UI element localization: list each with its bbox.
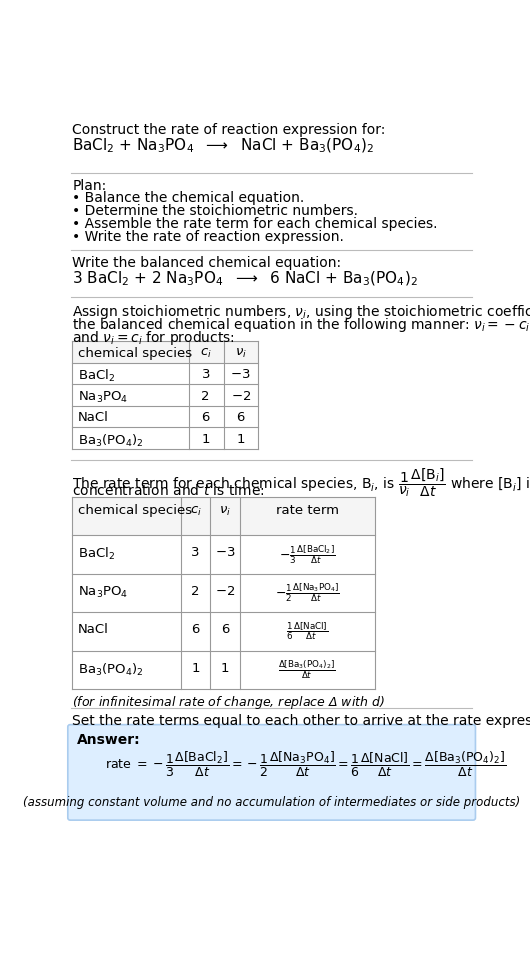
- Text: $c_i$: $c_i$: [190, 505, 201, 517]
- Text: concentration and $t$ is time:: concentration and $t$ is time:: [73, 483, 265, 498]
- Bar: [73, 497, 375, 535]
- Text: Write the balanced chemical equation:: Write the balanced chemical equation:: [73, 256, 341, 269]
- Text: NaCl: NaCl: [78, 623, 109, 636]
- Text: 2: 2: [191, 585, 200, 597]
- Text: 3 BaCl$_2$ + 2 Na$_3$PO$_4$  $\longrightarrow$  6 NaCl + Ba$_3$(PO$_4$)$_2$: 3 BaCl$_2$ + 2 Na$_3$PO$_4$ $\longrighta…: [73, 269, 418, 288]
- Text: Plan:: Plan:: [73, 179, 107, 192]
- Text: The rate term for each chemical species, B$_i$, is $\dfrac{1}{\nu_i}\dfrac{\Delt: The rate term for each chemical species,…: [73, 466, 530, 499]
- Text: rate term: rate term: [276, 505, 339, 517]
- Text: 6: 6: [221, 623, 229, 636]
- FancyBboxPatch shape: [68, 724, 475, 820]
- Text: $\nu_i$: $\nu_i$: [235, 346, 246, 360]
- Text: $\frac{1}{6}\frac{\Delta[\mathrm{NaCl}]}{\Delta t}$: $\frac{1}{6}\frac{\Delta[\mathrm{NaCl}]}…: [286, 620, 329, 642]
- Bar: [73, 342, 259, 363]
- Text: $-\frac{1}{2}\frac{\Delta[\mathrm{Na_3PO_4}]}{\Delta t}$: $-\frac{1}{2}\frac{\Delta[\mathrm{Na_3PO…: [275, 582, 340, 604]
- Text: NaCl: NaCl: [78, 411, 109, 425]
- Text: Ba$_3$(PO$_4$)$_2$: Ba$_3$(PO$_4$)$_2$: [78, 432, 144, 449]
- Text: 6: 6: [201, 411, 210, 425]
- Text: $-2$: $-2$: [231, 389, 251, 403]
- Text: $-\frac{1}{3}\frac{\Delta[\mathrm{BaCl_2}]}{\Delta t}$: $-\frac{1}{3}\frac{\Delta[\mathrm{BaCl_2…: [279, 543, 335, 566]
- Text: $-2$: $-2$: [215, 585, 235, 597]
- Text: $c_i$: $c_i$: [200, 346, 211, 360]
- Text: BaCl$_2$: BaCl$_2$: [78, 546, 115, 562]
- Text: 3: 3: [191, 546, 200, 559]
- Text: 1: 1: [236, 432, 245, 446]
- Text: Na$_3$PO$_4$: Na$_3$PO$_4$: [78, 585, 128, 599]
- Text: $-3$: $-3$: [231, 368, 251, 382]
- Text: chemical species: chemical species: [78, 505, 192, 517]
- Text: $-3$: $-3$: [215, 546, 235, 559]
- Text: Ba$_3$(PO$_4$)$_2$: Ba$_3$(PO$_4$)$_2$: [78, 662, 144, 677]
- Text: $\frac{\Delta[\mathrm{Ba_3(PO_4)_2}]}{\Delta t}$: $\frac{\Delta[\mathrm{Ba_3(PO_4)_2}]}{\D…: [278, 659, 336, 681]
- Text: and $\nu_i = c_i$ for products:: and $\nu_i = c_i$ for products:: [73, 329, 235, 346]
- Text: (assuming constant volume and no accumulation of intermediates or side products): (assuming constant volume and no accumul…: [23, 796, 520, 809]
- Text: rate $= -\dfrac{1}{3}\dfrac{\Delta[\mathrm{BaCl_2}]}{\Delta t}= -\dfrac{1}{2}\df: rate $= -\dfrac{1}{3}\dfrac{\Delta[\math…: [105, 751, 507, 779]
- Text: • Determine the stoichiometric numbers.: • Determine the stoichiometric numbers.: [73, 204, 358, 218]
- Text: Na$_3$PO$_4$: Na$_3$PO$_4$: [78, 389, 128, 405]
- Text: chemical species: chemical species: [78, 346, 192, 359]
- Text: Construct the rate of reaction expression for:: Construct the rate of reaction expressio…: [73, 123, 386, 138]
- Text: Assign stoichiometric numbers, $\nu_i$, using the stoichiometric coefficients, $: Assign stoichiometric numbers, $\nu_i$, …: [73, 303, 530, 321]
- Text: 1: 1: [201, 432, 210, 446]
- Text: 1: 1: [191, 662, 200, 674]
- Text: $\nu_i$: $\nu_i$: [219, 505, 231, 517]
- Text: 6: 6: [236, 411, 245, 425]
- Text: 1: 1: [221, 662, 229, 674]
- Text: 3: 3: [201, 368, 210, 382]
- Text: BaCl$_2$: BaCl$_2$: [78, 368, 115, 385]
- Text: 2: 2: [201, 389, 210, 403]
- Text: 6: 6: [191, 623, 200, 636]
- Text: BaCl$_2$ + Na$_3$PO$_4$  $\longrightarrow$  NaCl + Ba$_3$(PO$_4$)$_2$: BaCl$_2$ + Na$_3$PO$_4$ $\longrightarrow…: [73, 137, 375, 155]
- Text: Answer:: Answer:: [77, 733, 141, 747]
- Text: the balanced chemical equation in the following manner: $\nu_i = -c_i$ for react: the balanced chemical equation in the fo…: [73, 316, 530, 334]
- Text: • Write the rate of reaction expression.: • Write the rate of reaction expression.: [73, 230, 344, 244]
- Text: (for infinitesimal rate of change, replace Δ with $d$): (for infinitesimal rate of change, repla…: [73, 694, 385, 711]
- Text: Set the rate terms equal to each other to arrive at the rate expression:: Set the rate terms equal to each other t…: [73, 713, 530, 728]
- Text: • Balance the chemical equation.: • Balance the chemical equation.: [73, 191, 305, 205]
- Text: • Assemble the rate term for each chemical species.: • Assemble the rate term for each chemic…: [73, 218, 438, 231]
